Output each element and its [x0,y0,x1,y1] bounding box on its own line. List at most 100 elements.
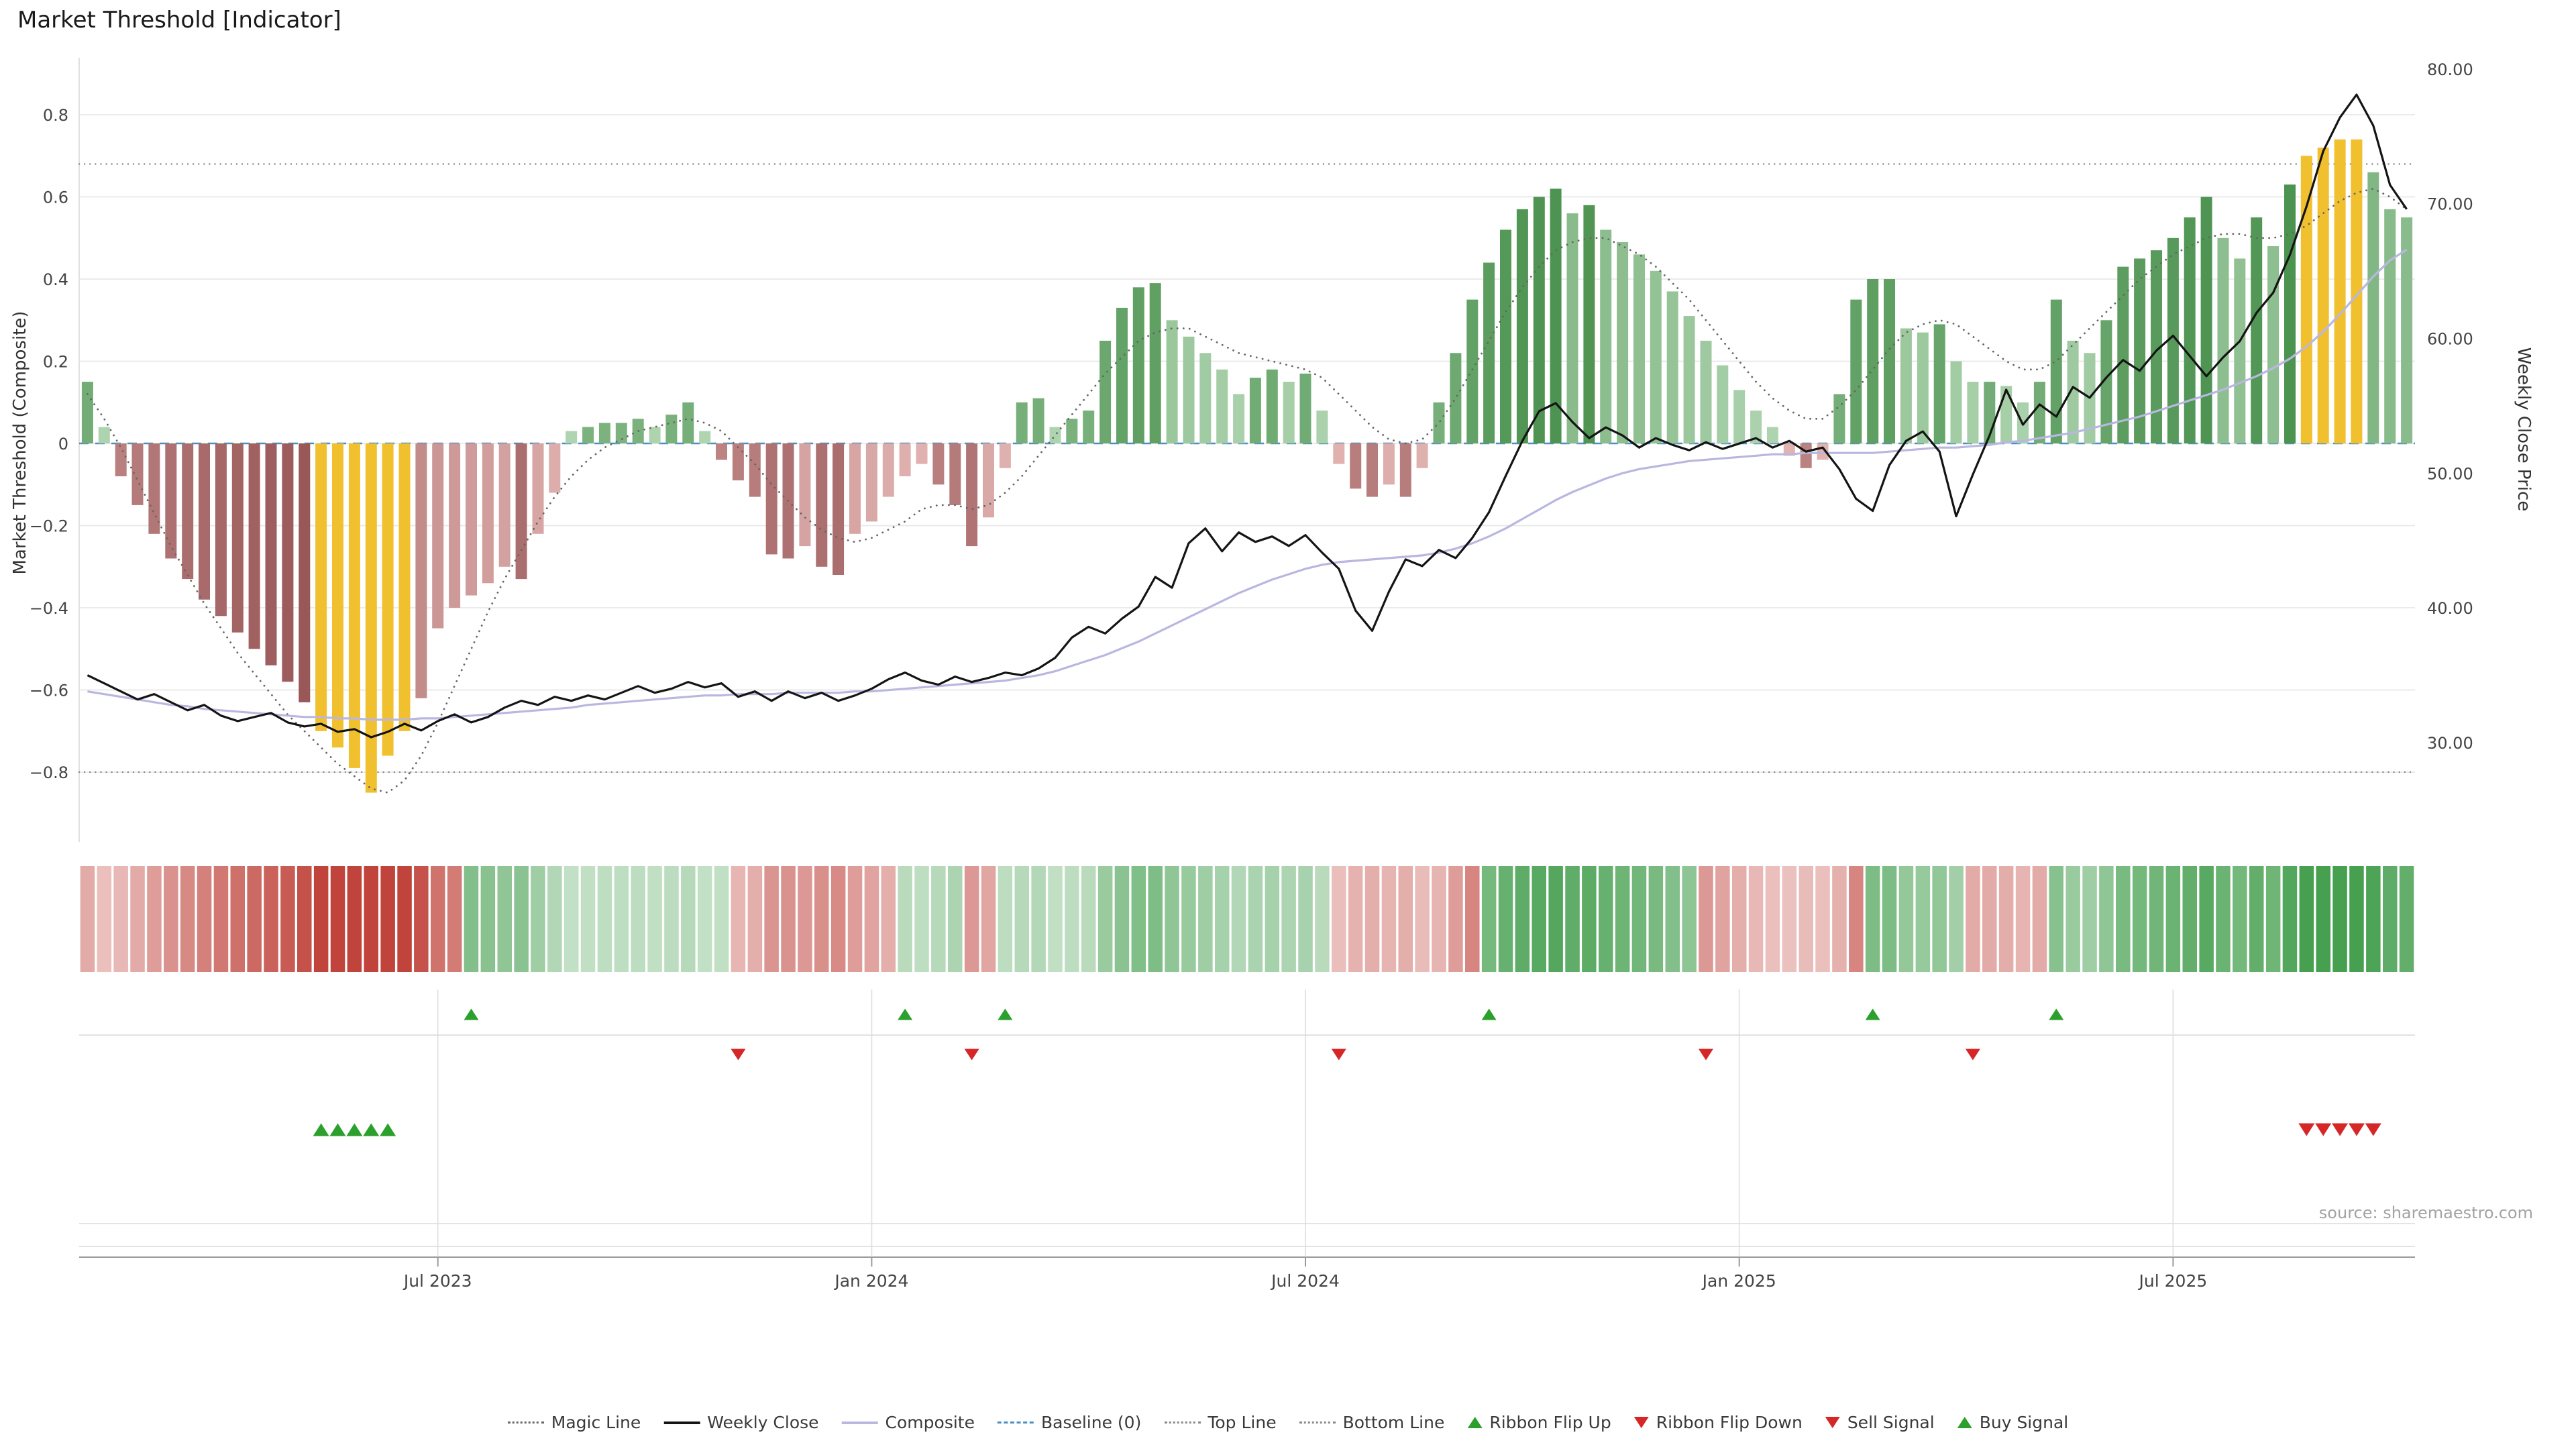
composite-bar [2184,217,2196,443]
ribbon-cell [1465,866,1480,972]
ribbon-cell [2099,866,2114,972]
x-tick-label: Jul 2023 [402,1271,472,1291]
ribbon-cell [1281,866,1296,972]
composite-bar [1016,402,1028,444]
composite-bar [1049,427,1061,443]
ribbon-cell [2049,866,2063,972]
ribbon-cell [2216,866,2231,972]
legend-item-sell-signal[interactable]: Sell Signal [1825,1413,1935,1432]
composite-bar [949,443,961,505]
ribbon-cell [1481,866,1497,972]
ribbon-cell [514,866,529,972]
composite-bar [382,443,394,756]
composite-bar [1466,299,1479,443]
ribbon-cell [814,866,829,972]
composite-bar [2134,258,2146,443]
ribbon-cell [1265,866,1280,972]
ribbon-cell [2082,866,2097,972]
ribbon-cell [431,866,445,972]
ribbon-cell [1432,866,1446,972]
composite-line [87,248,2408,721]
composite-bar [1249,378,1261,443]
legend-item-baseline-0[interactable]: Baseline (0) [997,1413,1141,1432]
right-tick-label: 30.00 [2427,734,2473,753]
legend-line-swatch [1299,1421,1336,1424]
ribbon-cell [547,866,562,972]
composite-bar [131,443,144,505]
legend-label: Sell Signal [1847,1413,1935,1432]
ribbon-cell [297,866,312,972]
ribbon-cell [313,866,329,972]
ribbon-cell [213,866,229,972]
legend-item-magic-line[interactable]: Magic Line [507,1413,641,1432]
ribbon-cell [1799,866,1813,972]
composite-bar [1433,402,1445,444]
ribbon-cell [1248,866,1263,972]
legend-item-buy-signal[interactable]: Buy Signal [1957,1413,2068,1432]
ribbon-cell [1097,866,1113,972]
ribbon-cell [1198,866,1213,972]
legend-item-ribbon-flip-down[interactable]: Ribbon Flip Down [1633,1413,1803,1432]
composite-bar [2317,148,2329,443]
ribbon-cell [1498,866,1513,972]
ribbon-cell [1081,866,1096,972]
ribbon-cell [964,866,979,972]
ribbon-flip-down-marker [1965,1049,1980,1061]
composite-bar [1132,287,1144,444]
ribbon-cell [2249,866,2264,972]
composite-bar [282,443,294,682]
composite-bar [1717,365,1729,443]
ribbon-flip-down-marker [1698,1049,1713,1061]
composite-bar [2033,382,2045,443]
composite-bar [98,427,110,443]
composite-bar [466,443,477,596]
composite-bar [1583,205,1595,444]
composite-bar [165,443,177,559]
legend-line-swatch [507,1421,544,1424]
ribbon-cell [1014,866,1029,972]
composite-bar [1032,398,1044,443]
ribbon-strip [80,866,2414,972]
triangle-up-icon [1957,1417,1972,1428]
ribbon-cell [1949,866,1964,972]
composite-bar [1766,427,1778,443]
ribbon-cell [2233,866,2247,972]
composite-bar [1967,382,1979,443]
legend-item-top-line[interactable]: Top Line [1164,1413,1277,1432]
composite-bar [115,443,127,476]
ribbon-cell [1165,866,1179,972]
composite-bar [2384,209,2396,443]
composite-bar [732,443,744,481]
ribbon-cell [164,866,178,972]
buy-signal-marker [329,1123,346,1136]
left-tick-label: 0 [58,435,68,453]
legend-line-swatch [997,1421,1034,1424]
ribbon-cell [798,866,812,972]
legend-item-composite[interactable]: Composite [841,1413,975,1432]
ribbon-cell [414,866,429,972]
ribbon-cell [1231,866,1246,972]
ribbon-cell [1298,866,1313,972]
grid-layer: 0.8 0.6 0.4 0.2 0 −0.2 −0.4 −0.6 −0.8 80.00 70.00 6… [30,58,2473,842]
composite-bar [148,443,160,534]
composite-bar [1566,213,1578,443]
ribbon-cell [497,866,512,972]
legend-item-weekly-close[interactable]: Weekly Close [663,1413,819,1432]
ribbon-cell [1998,866,2014,972]
ribbon-cell [1515,866,1530,972]
ribbon-cell [914,866,929,972]
buy-signal-marker [380,1123,396,1136]
legend-line-swatch [663,1421,700,1424]
legend-line-swatch [841,1421,878,1424]
ribbon-cell [597,866,612,972]
ribbon-cell [2015,866,2031,972]
composite-bar [215,443,227,616]
legend-item-ribbon-flip-up[interactable]: Ribbon Flip Up [1467,1413,1611,1432]
signals-panel: Jul 2023 Jan 2024 Jul 2024 Jan 2025 Jul 2025 [79,989,2415,1291]
ribbon-cell [1915,866,1931,972]
composite-bar [865,443,877,522]
legend-item-bottom-line[interactable]: Bottom Line [1299,1413,1444,1432]
composite-bar [2117,266,2129,443]
sell-signal-marker [2348,1123,2365,1136]
ribbon-flip-up-marker [464,1008,479,1020]
